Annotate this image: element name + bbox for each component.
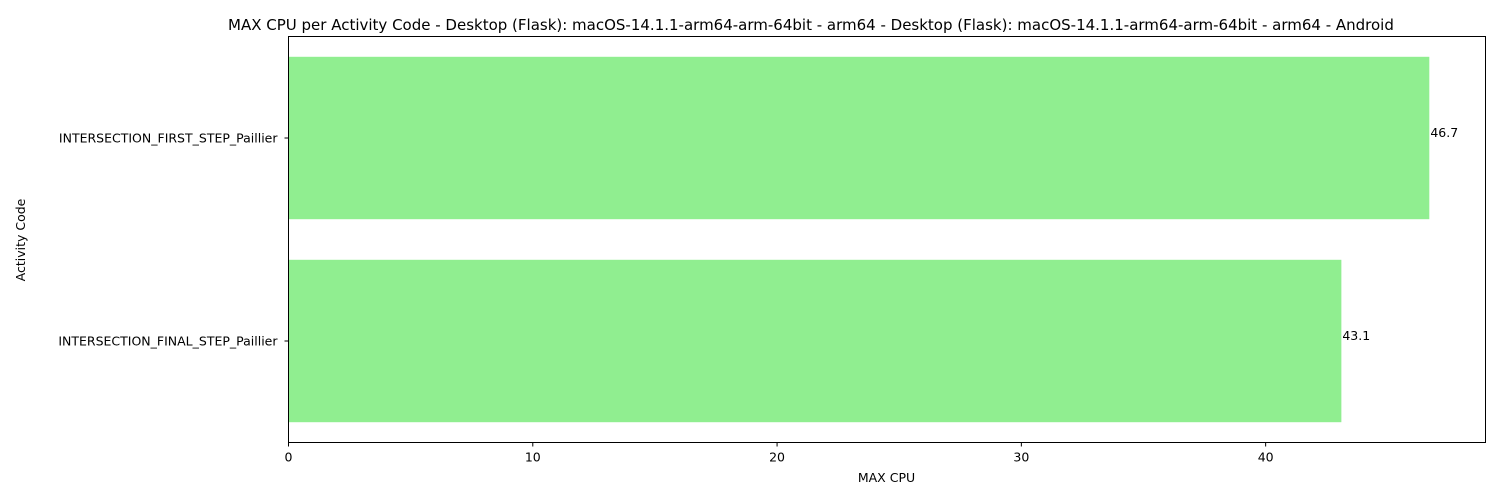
- x-tick-label: 30: [1013, 450, 1029, 465]
- data-label: 46.7: [1430, 125, 1458, 140]
- x-axis-label: MAX CPU: [858, 470, 915, 485]
- bar: [288, 56, 1430, 220]
- x-tick-label: 10: [525, 450, 541, 465]
- x-tick-label: 20: [769, 450, 785, 465]
- chart-title: MAX CPU per Activity Code - Desktop (Fla…: [228, 16, 1394, 34]
- y-tick-label: INTERSECTION_FINAL_STEP_Paillier: [58, 334, 278, 349]
- plot-frame: [288, 36, 1486, 443]
- x-tick-label: 0: [285, 450, 293, 465]
- bar: [288, 259, 1342, 423]
- y-axis-label: Activity Code: [13, 198, 28, 281]
- y-tick-label: INTERSECTION_FIRST_STEP_Paillier: [59, 131, 278, 146]
- x-tick-label: 40: [1258, 450, 1274, 465]
- data-label: 43.1: [1342, 328, 1370, 343]
